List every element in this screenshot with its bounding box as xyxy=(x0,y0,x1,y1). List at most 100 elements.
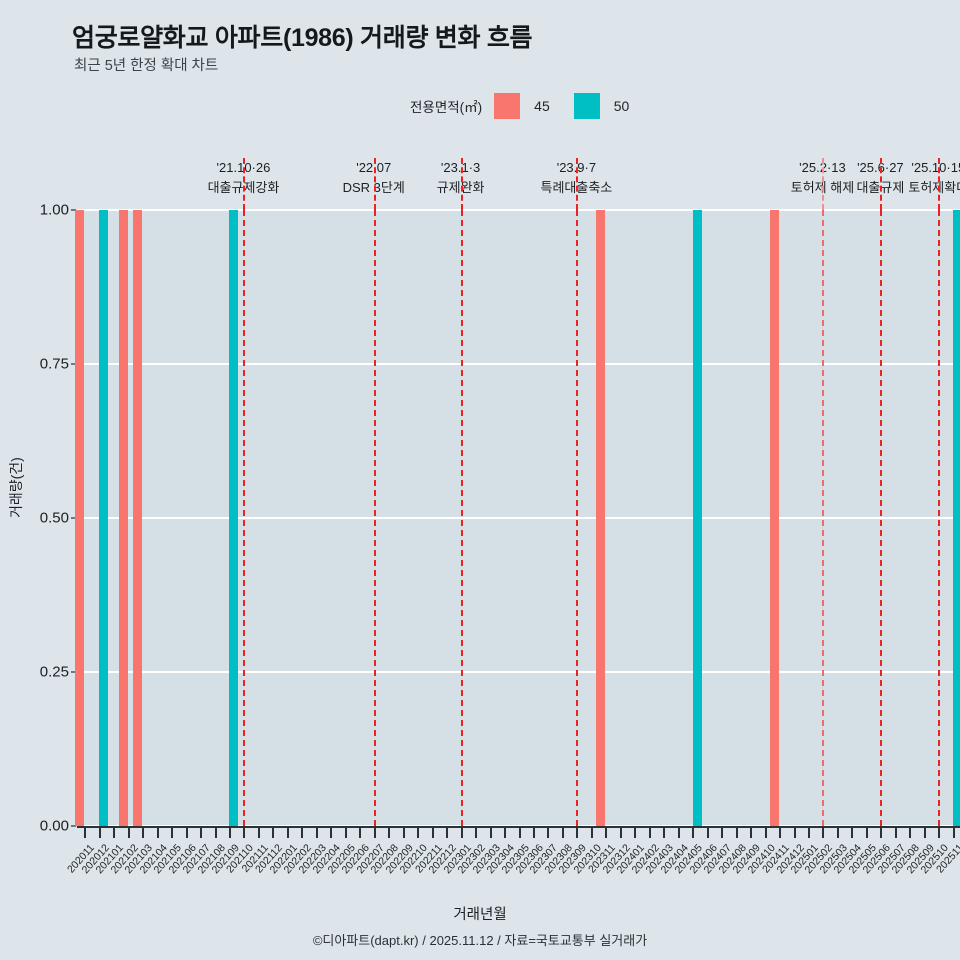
y-tick-mark xyxy=(71,671,76,673)
event-line xyxy=(938,210,941,826)
x-tick-mark xyxy=(576,827,579,838)
x-tick-mark xyxy=(518,827,521,838)
x-tick-mark xyxy=(605,827,608,838)
y-tick-label: 1.00 xyxy=(39,201,69,219)
event-line xyxy=(243,210,246,826)
gridline xyxy=(77,363,960,365)
x-tick-mark xyxy=(446,827,449,838)
x-tick-mark xyxy=(504,827,507,838)
event-line xyxy=(822,210,825,826)
x-tick-mark xyxy=(330,827,333,838)
event-line xyxy=(373,210,376,826)
y-tick-label: 0.75 xyxy=(39,355,69,373)
x-tick-mark xyxy=(851,827,854,838)
y-tick-mark xyxy=(71,517,76,519)
x-tick-mark xyxy=(98,827,101,838)
gridline xyxy=(77,209,960,211)
x-tick-mark xyxy=(286,827,289,838)
event-line-extension xyxy=(460,158,463,210)
y-tick-label: 0.25 xyxy=(39,663,69,681)
x-tick-mark xyxy=(634,827,637,838)
x-tick-mark xyxy=(185,827,188,838)
x-tick-mark xyxy=(84,827,87,838)
x-tick-mark xyxy=(764,827,767,838)
x-tick-mark xyxy=(735,827,738,838)
x-tick-mark xyxy=(475,827,478,838)
x-tick-mark xyxy=(894,827,897,838)
x-tick-mark xyxy=(359,827,362,838)
footer-credit: ©디아파트(dapt.kr) / 2025.11.12 / 자료=국토교통부 실… xyxy=(312,933,648,948)
x-tick-mark xyxy=(561,827,564,838)
x-tick-mark xyxy=(822,827,825,838)
event-line xyxy=(576,210,579,826)
x-tick-mark xyxy=(315,827,318,838)
bar xyxy=(692,210,702,826)
x-tick-mark xyxy=(127,827,130,838)
x-tick-mark xyxy=(388,827,391,838)
x-tick-mark xyxy=(808,827,810,838)
x-tick-mark xyxy=(489,827,492,838)
event-line-extension xyxy=(880,158,883,210)
page-title: 엄궁로얄화교 아파트(1986) 거래량 변화 흐름 xyxy=(72,24,533,52)
x-tick-mark xyxy=(243,827,246,838)
x-tick-mark xyxy=(460,827,463,838)
event-line-extension xyxy=(373,158,376,210)
x-tick-mark xyxy=(171,827,174,838)
event-date: '21.10·26 xyxy=(216,160,271,175)
event-date: '23.9·7 xyxy=(556,160,597,175)
x-tick-mark xyxy=(417,827,420,838)
x-tick-mark xyxy=(590,827,593,838)
x-tick-mark xyxy=(301,827,304,838)
x-tick-mark xyxy=(952,827,955,838)
x-tick-mark xyxy=(619,827,622,838)
legend-title: 전용면적(㎡) xyxy=(410,100,483,115)
legend-item-45[interactable]: 45 xyxy=(494,93,564,119)
x-tick-mark xyxy=(938,827,941,838)
event-date: '22.07 xyxy=(356,160,392,175)
x-tick-mark xyxy=(836,827,839,838)
y-tick-mark xyxy=(71,209,76,211)
x-tick-mark xyxy=(779,827,782,838)
x-tick-mark xyxy=(547,827,550,838)
bar xyxy=(75,210,85,826)
bar xyxy=(229,210,239,826)
x-tick-mark xyxy=(923,827,926,838)
x-tick-mark xyxy=(156,827,159,838)
bar xyxy=(118,210,128,826)
legend-label-45: 45 xyxy=(534,98,550,114)
event-line-extension xyxy=(576,158,579,210)
legend-label-50: 50 xyxy=(613,98,630,114)
x-tick-mark xyxy=(431,827,434,838)
event-line xyxy=(460,210,463,826)
event-line-extension xyxy=(938,158,941,210)
x-tick-mark xyxy=(200,827,203,838)
x-tick-mark xyxy=(272,827,275,838)
event-line-extension xyxy=(822,158,825,210)
gridline xyxy=(77,671,960,673)
x-tick-mark xyxy=(214,827,217,838)
bar xyxy=(99,210,109,826)
bar xyxy=(133,210,143,826)
x-tick-mark xyxy=(909,827,912,838)
x-tick-mark xyxy=(865,827,868,838)
y-tick-mark xyxy=(71,825,76,827)
gridline xyxy=(77,517,960,519)
page-subtitle: 최근 5년 한정 확대 차트 xyxy=(74,58,219,74)
x-tick-mark xyxy=(663,827,666,838)
x-tick-mark xyxy=(677,827,680,838)
y-tick-label: 0.50 xyxy=(39,509,69,527)
bar xyxy=(596,210,606,826)
event-date: '25.6·27 xyxy=(857,160,904,175)
x-tick-mark xyxy=(648,827,651,838)
x-tick-mark xyxy=(142,827,145,838)
event-annotation: '25.10·15 토허제확대 xyxy=(908,158,960,198)
x-tick-mark xyxy=(373,827,376,838)
legend-item-50[interactable]: 50 xyxy=(573,93,644,119)
x-axis-label: 거래년월 xyxy=(453,907,507,923)
event-line xyxy=(880,210,883,826)
x-tick-mark xyxy=(228,827,231,838)
x-tick-mark xyxy=(880,827,883,838)
x-tick-mark xyxy=(706,827,709,838)
x-tick-mark xyxy=(750,827,753,838)
y-tick-label: 0.00 xyxy=(39,817,69,835)
